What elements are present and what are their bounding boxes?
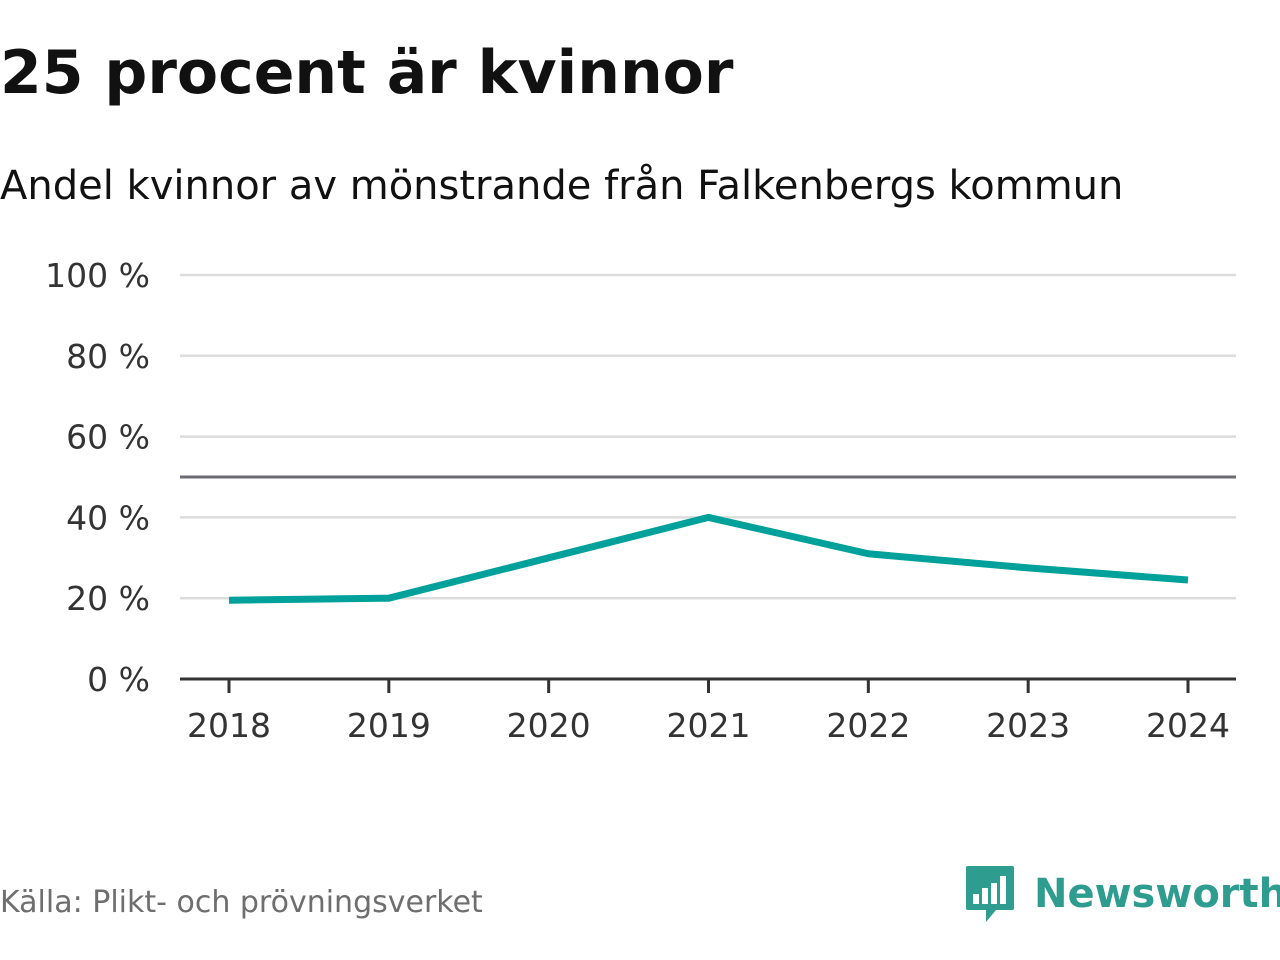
line-chart: 0 % 20 % 40 % 60 % 80 % 100 % 2018 2019 2020 202…	[45, 256, 1236, 745]
series-line	[228, 513, 1189, 604]
x-tick-label: 2018	[187, 706, 271, 745]
x-tick-label: 2020	[507, 706, 591, 745]
x-tick-label: 2024	[1146, 706, 1230, 745]
chart-title: 25 procent är kvinnor	[0, 38, 734, 108]
chart-subtitle: Andel kvinnor av mönstrande från Falkenb…	[0, 163, 1124, 209]
x-tick-label: 2021	[667, 706, 751, 745]
y-tick-label: 100 %	[45, 256, 150, 295]
brand-name: Newsworthy	[1034, 871, 1280, 917]
source-note: Källa: Plikt- och prövningsverket	[0, 885, 483, 920]
y-axis-ticks: 0 % 20 % 40 % 60 % 80 % 100 %	[45, 256, 150, 699]
y-tick-label: 60 %	[66, 418, 150, 457]
gridlines	[180, 273, 1236, 600]
x-tick-label: 2019	[347, 706, 431, 745]
y-tick-label: 40 %	[66, 498, 150, 537]
newsworthy-bar-chart-bubble-icon	[966, 866, 1014, 922]
y-tick-label: 20 %	[66, 579, 150, 618]
brand-logo: Newsworthy	[964, 864, 1280, 924]
y-tick-label: 0 %	[87, 660, 150, 699]
y-tick-label: 80 %	[66, 337, 150, 376]
x-tick-label: 2023	[986, 706, 1070, 745]
x-axis-ticks: 2018 2019 2020 2021 2022 2023 2024	[187, 679, 1230, 745]
x-tick-label: 2022	[826, 706, 910, 745]
series-group	[228, 513, 1189, 604]
